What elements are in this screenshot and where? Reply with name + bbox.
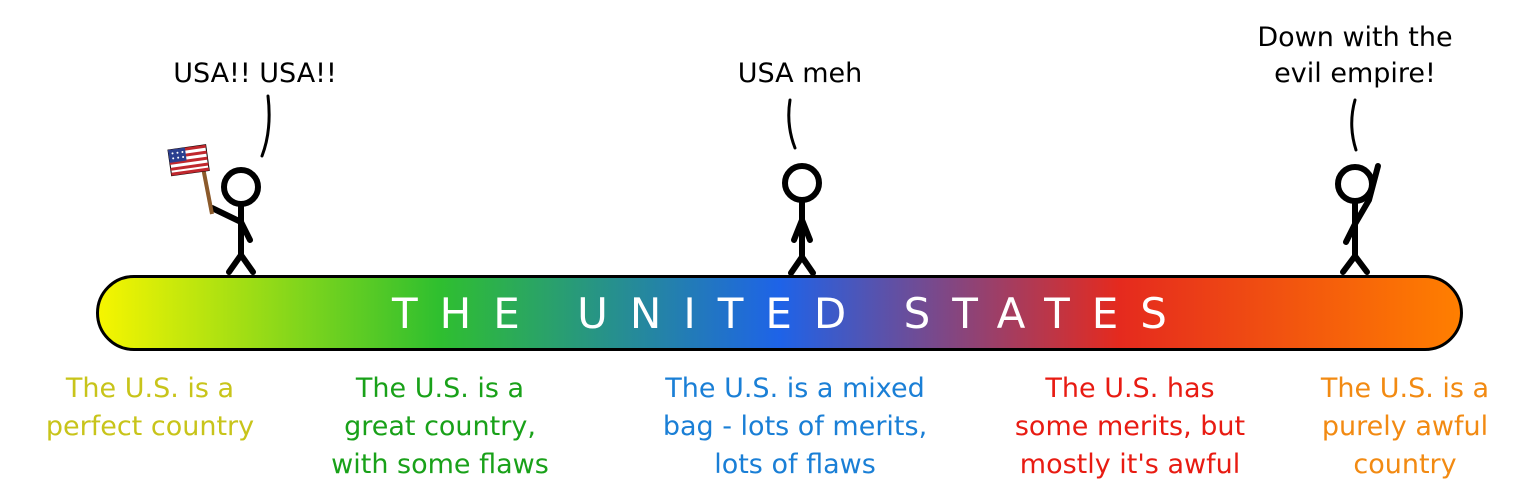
speech-tail-middle	[787, 98, 797, 150]
speech-tail-left	[260, 94, 271, 158]
stick-figure-critic	[1335, 163, 1381, 275]
caption-mostly-awful: The U.S. has some merits, but mostly it'…	[1014, 373, 1246, 480]
speech-right: Down with the evil empire!	[1257, 22, 1453, 89]
stick-figure-neutral	[782, 163, 822, 276]
american-flag-icon	[167, 144, 214, 215]
speech-left: USA!! USA!!	[173, 58, 337, 89]
stick-figure-patriot	[209, 167, 261, 275]
speech-tail-right	[1350, 98, 1358, 152]
speech-middle: USA meh	[737, 58, 863, 89]
spectrum-bar-label: THE UNITED STATES	[392, 288, 1189, 338]
caption-purely-awful: The U.S. is a purely awful country	[1320, 373, 1490, 480]
spectrum-bar: THE UNITED STATES	[96, 275, 1463, 351]
caption-mixed: The U.S. is a mixed bag - lots of merits…	[662, 373, 928, 480]
caption-great: The U.S. is a great country, with some f…	[331, 373, 549, 480]
caption-perfect: The U.S. is a perfect country	[45, 373, 255, 442]
